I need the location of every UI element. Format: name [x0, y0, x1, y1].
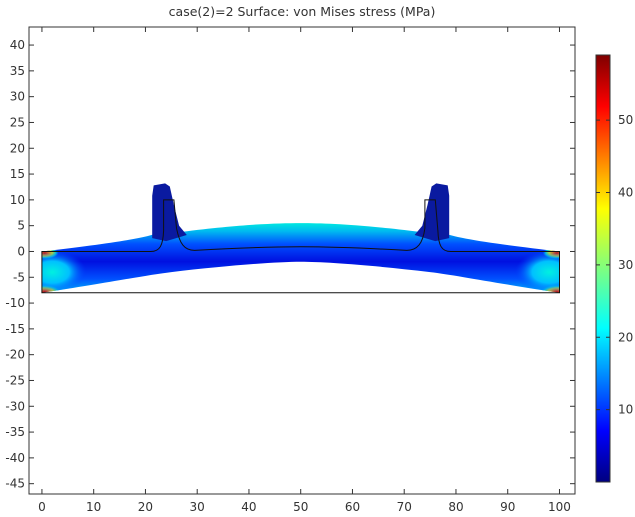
y-tick-label: 0 [17, 244, 25, 258]
deformed-post-right [414, 183, 450, 242]
x-tick-label: 10 [86, 500, 101, 514]
x-tick-label: 30 [190, 500, 205, 514]
y-tick-label: -25 [5, 373, 25, 387]
colorbar-tick-label: 30 [618, 258, 633, 272]
x-tick-label: 40 [241, 500, 256, 514]
y-tick-label: -20 [5, 348, 25, 362]
y-tick-label: 20 [10, 141, 25, 155]
deformed-surface [41, 183, 560, 293]
chart-title: case(2)=2 Surface: von Mises stress (MPa… [169, 4, 436, 19]
y-tick-label: 5 [17, 219, 25, 233]
y-axis-ticks: 40 35 30 25 20 15 10 5 0 -5 -10 -15 -20 -25 -30 -35 -40 -… [5, 38, 575, 491]
y-tick-label: -40 [5, 451, 25, 465]
deformed-post-left [152, 183, 187, 242]
y-tick-label: -5 [13, 270, 25, 284]
stress-glow-right-end [515, 250, 560, 293]
x-tick-label: 20 [138, 500, 153, 514]
y-tick-label: -15 [5, 322, 25, 336]
deformed-body-shape [41, 223, 560, 293]
y-tick-label: 25 [10, 115, 25, 129]
colorbar-tick-label: 10 [618, 403, 633, 417]
y-tick-label: 40 [10, 38, 25, 52]
x-tick-label: 70 [397, 500, 412, 514]
x-tick-label: 80 [448, 500, 463, 514]
colorbar [595, 54, 611, 483]
x-tick-label: 50 [293, 500, 308, 514]
x-tick-label: 60 [345, 500, 360, 514]
y-tick-label: 15 [10, 167, 25, 181]
y-tick-label: -30 [5, 399, 25, 413]
y-tick-label: -10 [5, 296, 25, 310]
colorbar-ticks: 10 20 30 40 50 [596, 113, 633, 417]
colorbar-tick-label: 40 [618, 186, 633, 200]
y-tick-label: 35 [10, 64, 25, 78]
x-axis-ticks: 0 10 20 30 40 50 60 70 80 90 100 [38, 27, 571, 514]
y-tick-label: 10 [10, 193, 25, 207]
x-tick-label: 0 [38, 500, 46, 514]
y-tick-label: -35 [5, 425, 25, 439]
x-tick-label: 100 [548, 500, 571, 514]
y-tick-label: 30 [10, 90, 25, 104]
colorbar-tick-label: 50 [618, 113, 633, 127]
y-tick-label: -45 [5, 477, 25, 491]
x-tick-label: 90 [500, 500, 515, 514]
undeformed-geometry-outline [41, 199, 560, 294]
colorbar-tick-label: 20 [618, 330, 633, 344]
stress-glow-left-end [41, 250, 87, 293]
